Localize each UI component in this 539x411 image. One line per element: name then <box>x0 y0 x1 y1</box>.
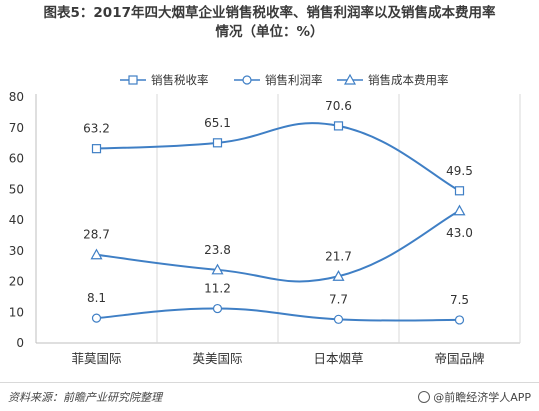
legend-label: 销售利润率 <box>265 73 323 87</box>
data-point <box>333 121 344 131</box>
source-note: 资料来源：前瞻产业研究院整理 <box>8 391 162 404</box>
data-label: 7.7 <box>329 292 348 306</box>
data-label: 21.7 <box>325 249 352 263</box>
brand-text: @前瞻经济学人APP <box>433 391 531 404</box>
data-label: 7.5 <box>450 293 469 307</box>
x-tick-label: 菲莫国际 <box>71 351 121 366</box>
y-tick-label: 80 <box>9 90 24 104</box>
chart-title-line2: 情况（单位：%） <box>215 24 324 40</box>
series-line <box>96 122 460 192</box>
legend-marker <box>242 75 252 85</box>
y-tick-label: 40 <box>9 213 24 227</box>
data-label: 43.0 <box>446 226 473 240</box>
y-tick-label: 60 <box>9 152 24 166</box>
brand-logo-icon <box>418 391 431 403</box>
chart-title: 图表5：2017年四大烟草企业销售税收率、销售利润率以及销售成本费用率 情况（单… <box>0 4 539 42</box>
x-tick-label: 帝国品牌 <box>434 351 484 366</box>
line-chart: 0 10 20 30 40 50 60 70 80 菲莫国际 英美国际 日本烟草 帝国品牌 63.2 65.… <box>9 73 521 366</box>
series-line <box>96 209 460 283</box>
footer: 资料来源：前瞻产业研究院整理 @前瞻经济学人APP <box>0 382 539 411</box>
y-tick-label: 30 <box>9 244 24 258</box>
data-label: 23.8 <box>204 243 231 257</box>
x-tick-label: 日本烟草 <box>313 351 363 366</box>
chart-title-line1: 图表5：2017年四大烟草企业销售税收率、销售利润率以及销售成本费用率 <box>43 5 496 21</box>
y-tick-label: 50 <box>9 182 24 196</box>
series-line <box>96 307 460 322</box>
data-point <box>453 204 466 216</box>
data-point <box>91 144 102 154</box>
legend-marker <box>128 75 138 85</box>
legend-label: 销售成本费用率 <box>368 73 449 87</box>
data-label: 28.7 <box>83 228 110 242</box>
data-label: 63.2 <box>83 122 110 136</box>
data-label: 49.5 <box>446 164 473 178</box>
legend-marker <box>343 73 357 85</box>
x-tick-label: 英美国际 <box>192 351 242 366</box>
y-tick-label: 20 <box>9 275 24 289</box>
data-point <box>454 315 465 325</box>
data-point <box>90 248 103 260</box>
data-point <box>212 138 223 148</box>
data-point <box>211 263 224 275</box>
data-point <box>91 313 102 323</box>
data-label: 70.6 <box>325 99 352 113</box>
data-point <box>332 270 345 281</box>
y-tick-label: 70 <box>9 121 24 135</box>
data-point <box>454 186 465 196</box>
data-point <box>212 303 223 314</box>
y-tick-label: 0 <box>16 336 24 350</box>
data-label: 65.1 <box>204 116 231 130</box>
y-tick-label: 10 <box>9 305 24 319</box>
data-label: 8.1 <box>87 291 106 305</box>
data-point <box>333 314 344 324</box>
data-label: 11.2 <box>204 282 231 296</box>
brand-credit: @前瞻经济学人APP <box>418 389 531 405</box>
legend-label: 销售税收率 <box>151 73 209 87</box>
